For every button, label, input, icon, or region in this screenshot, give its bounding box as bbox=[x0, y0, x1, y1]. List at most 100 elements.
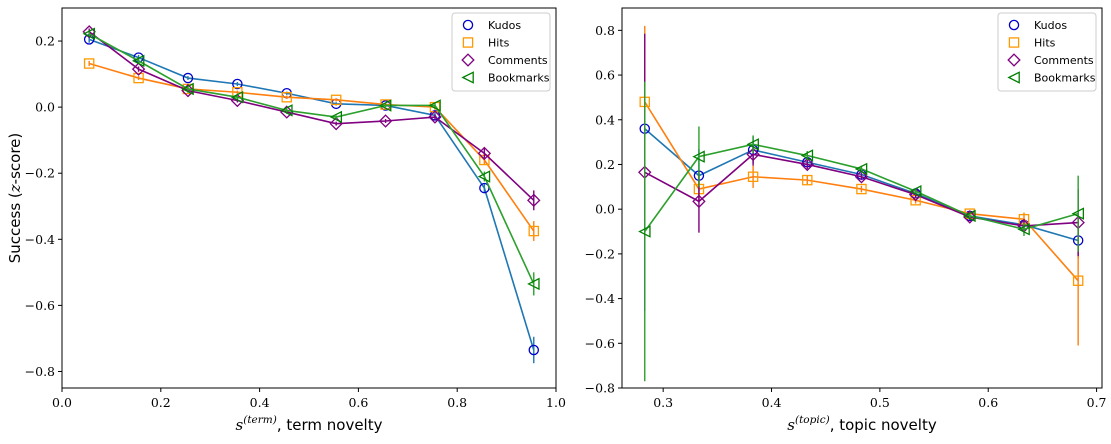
x-tick-label: 0.6 bbox=[978, 395, 998, 410]
series-bookmarks bbox=[638, 81, 1085, 382]
axes-frame bbox=[621, 7, 1103, 389]
data-point-bookmarks bbox=[1071, 207, 1085, 220]
y-tick-label: 0.6 bbox=[595, 68, 615, 83]
legend: Kudos Hits Comments Bookmarks bbox=[997, 12, 1097, 92]
chart-panel-2: 0.3 0.4 0.5 0.6 0.7 0.8 0.6 0.4 0.2 0.0 −0.2 −0.4 −0… bbox=[585, 7, 1107, 434]
x-tick-label: 0.4 bbox=[762, 395, 782, 410]
y-axis-label: Success (z-score) bbox=[6, 133, 24, 264]
data-point-hits bbox=[802, 174, 813, 186]
x-tick-label: 0.4 bbox=[250, 395, 270, 410]
y-tick-label: −0.2 bbox=[585, 246, 615, 261]
data-point-bookmarks bbox=[963, 209, 976, 223]
y-tick-label: −0.8 bbox=[25, 364, 55, 379]
legend-label-kudos: Kudos bbox=[1034, 19, 1067, 32]
legend-marker-hits bbox=[1008, 37, 1020, 48]
data-point-hits bbox=[281, 91, 293, 103]
data-point-hits bbox=[133, 72, 144, 84]
data-point-bookmarks bbox=[800, 149, 814, 162]
series-line-bookmarks bbox=[88, 33, 535, 285]
y-tick-label: −0.4 bbox=[585, 291, 615, 306]
data-point-bookmarks bbox=[638, 225, 651, 238]
legend-marker-kudos bbox=[1008, 19, 1020, 31]
y-tick-label: 0.2 bbox=[35, 34, 55, 49]
data-point-bookmarks bbox=[477, 170, 491, 183]
legend-label-hits: Hits bbox=[488, 37, 510, 50]
x-tick-label: 0.5 bbox=[870, 395, 890, 410]
data-point-comments bbox=[428, 110, 442, 124]
data-point-hits bbox=[856, 183, 867, 195]
legend-marker-comments bbox=[461, 53, 475, 67]
legend-marker-bookmarks bbox=[1007, 71, 1020, 84]
x-tick-label: 0.0 bbox=[52, 395, 72, 410]
data-point-comments bbox=[692, 194, 706, 209]
data-point-hits bbox=[83, 58, 95, 69]
data-point-bookmarks bbox=[378, 99, 392, 112]
data-point-kudos bbox=[182, 72, 194, 84]
x-axis-label: s(term), term novelty bbox=[236, 414, 383, 434]
data-point-kudos bbox=[528, 344, 540, 356]
legend-box bbox=[451, 12, 551, 92]
data-point-hits bbox=[330, 94, 342, 106]
y-tick-label: −0.4 bbox=[25, 232, 55, 247]
legend-label-comments: Comments bbox=[488, 54, 548, 67]
series-bookmarks bbox=[82, 27, 540, 296]
legend-marker-kudos bbox=[462, 19, 474, 31]
legend-label-bookmarks: Bookmarks bbox=[488, 72, 550, 85]
legend-label-comments: Comments bbox=[1034, 54, 1094, 67]
series-line-comments bbox=[644, 153, 1079, 227]
data-point-bookmarks bbox=[181, 82, 194, 96]
data-point-comments bbox=[800, 157, 815, 172]
data-point-bookmarks bbox=[329, 110, 343, 124]
data-point-bookmarks bbox=[280, 104, 293, 117]
data-point-bookmarks bbox=[527, 277, 540, 291]
axes-frame bbox=[61, 7, 557, 389]
x-tick-label: 0.6 bbox=[348, 395, 368, 410]
y-tick-label: −0.2 bbox=[25, 166, 55, 181]
data-point-kudos bbox=[232, 78, 243, 90]
data-point-hits bbox=[1072, 275, 1084, 286]
data-point-bookmarks bbox=[854, 162, 868, 176]
legend-label-bookmarks: Bookmarks bbox=[1034, 72, 1096, 85]
legend-label-hits: Hits bbox=[1034, 37, 1056, 50]
legend-box bbox=[997, 12, 1097, 92]
data-point-bookmarks bbox=[1017, 223, 1030, 236]
y-tick-label: −0.6 bbox=[585, 336, 615, 351]
y-tick-label: −0.8 bbox=[585, 381, 615, 396]
legend: Kudos Hits Comments Bookmarks bbox=[451, 12, 551, 92]
data-point-bookmarks bbox=[82, 27, 96, 41]
data-point-bookmarks bbox=[230, 90, 244, 104]
legend-marker-hits bbox=[462, 37, 474, 48]
data-point-comments bbox=[477, 146, 492, 161]
data-point-hits bbox=[528, 225, 540, 237]
data-point-comments bbox=[131, 62, 146, 76]
x-tick-label: 0.2 bbox=[151, 395, 171, 410]
series-line-comments bbox=[88, 31, 535, 201]
data-point-comments bbox=[378, 114, 393, 128]
x-tick-label: 0.7 bbox=[1087, 395, 1107, 410]
data-point-bookmarks bbox=[908, 185, 922, 198]
y-tick-label: −0.6 bbox=[25, 298, 55, 313]
legend-label-kudos: Kudos bbox=[488, 19, 521, 32]
data-point-hits bbox=[747, 171, 759, 183]
x-tick-label: 0.3 bbox=[653, 395, 673, 410]
series-line-bookmarks bbox=[644, 143, 1079, 232]
y-tick-label: 0.0 bbox=[595, 202, 615, 217]
x-tick-label: 1.0 bbox=[546, 395, 566, 410]
legend-marker-comments bbox=[1007, 53, 1021, 67]
data-point-comments bbox=[746, 147, 760, 162]
data-point-comments bbox=[854, 170, 869, 184]
y-tick-label: 0.0 bbox=[35, 100, 55, 115]
y-tick-label: 0.8 bbox=[595, 23, 615, 38]
x-axis-label: s(topic), topic novelty bbox=[787, 414, 937, 434]
y-tick-label: 0.2 bbox=[595, 157, 615, 172]
legend-marker-bookmarks bbox=[461, 71, 474, 84]
data-point-bookmarks bbox=[428, 99, 441, 112]
series-line-hits bbox=[88, 62, 535, 232]
data-point-comments bbox=[527, 193, 541, 208]
data-point-bookmarks bbox=[692, 150, 705, 163]
chart-panel-1: 0.0 0.2 0.4 0.6 0.8 1.0 0.2 0.0 −0.2 −0.4 −0.6 −0.8… bbox=[6, 7, 566, 434]
data-point-bookmarks bbox=[746, 138, 759, 151]
data-point-bookmarks bbox=[131, 54, 145, 68]
y-tick-label: 0.4 bbox=[595, 112, 615, 127]
